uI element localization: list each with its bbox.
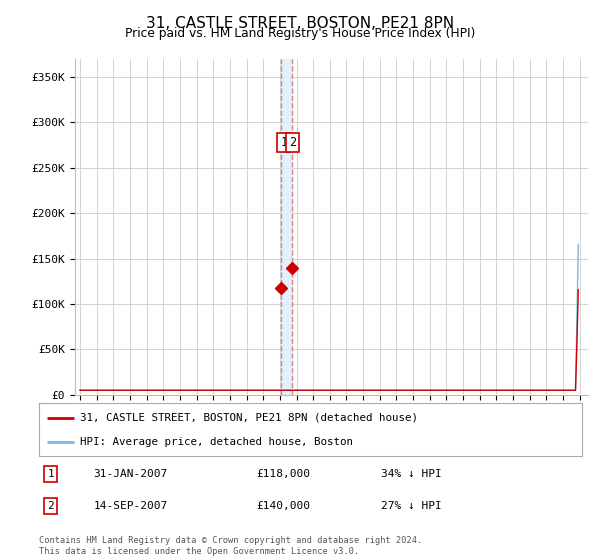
- Text: 27% ↓ HPI: 27% ↓ HPI: [381, 501, 442, 511]
- Text: 34% ↓ HPI: 34% ↓ HPI: [381, 469, 442, 479]
- Text: Contains HM Land Registry data © Crown copyright and database right 2024.
This d: Contains HM Land Registry data © Crown c…: [39, 536, 422, 556]
- Text: £118,000: £118,000: [256, 469, 310, 479]
- Text: 1: 1: [280, 136, 287, 149]
- Bar: [580, 59, 588, 395]
- Bar: [281, 59, 292, 395]
- Text: 31, CASTLE STREET, BOSTON, PE21 8PN (detached house): 31, CASTLE STREET, BOSTON, PE21 8PN (det…: [80, 413, 418, 423]
- Text: 31, CASTLE STREET, BOSTON, PE21 8PN: 31, CASTLE STREET, BOSTON, PE21 8PN: [146, 16, 454, 31]
- Text: HPI: Average price, detached house, Boston: HPI: Average price, detached house, Bost…: [80, 437, 353, 447]
- Text: Price paid vs. HM Land Registry's House Price Index (HPI): Price paid vs. HM Land Registry's House …: [125, 27, 475, 40]
- Text: 2: 2: [289, 136, 296, 149]
- Text: 14-SEP-2007: 14-SEP-2007: [94, 501, 167, 511]
- Text: 31-JAN-2007: 31-JAN-2007: [94, 469, 167, 479]
- Text: 1: 1: [47, 469, 55, 479]
- Text: 2: 2: [47, 501, 55, 511]
- Text: £140,000: £140,000: [256, 501, 310, 511]
